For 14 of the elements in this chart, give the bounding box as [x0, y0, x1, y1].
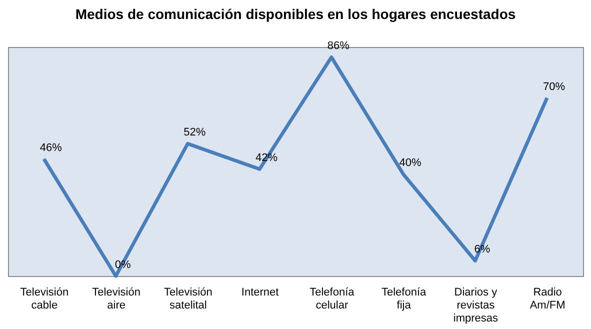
chart-title: Medios de comunicación disponibles en los hogares encuestados — [75, 6, 516, 22]
x-tick-label: Diarios y revistas impresas — [453, 286, 498, 324]
data-label: 52% — [184, 126, 206, 139]
x-tick-label: Telefonía fija — [381, 286, 428, 312]
x-tick-label: Internet — [241, 286, 279, 298]
x-tick-label: Telefonía celular — [310, 286, 356, 312]
x-tick-label: Radio Am/FM — [530, 286, 566, 312]
data-label: 46% — [40, 142, 62, 154]
x-tick-label: Televisión cable — [20, 286, 69, 312]
x-tick-label: Televisión aire — [92, 286, 140, 312]
data-label: 40% — [399, 157, 422, 170]
data-label: 86% — [327, 40, 350, 52]
data-label: 70% — [543, 80, 566, 93]
x-tick-label: Televisión satelital — [164, 286, 212, 312]
